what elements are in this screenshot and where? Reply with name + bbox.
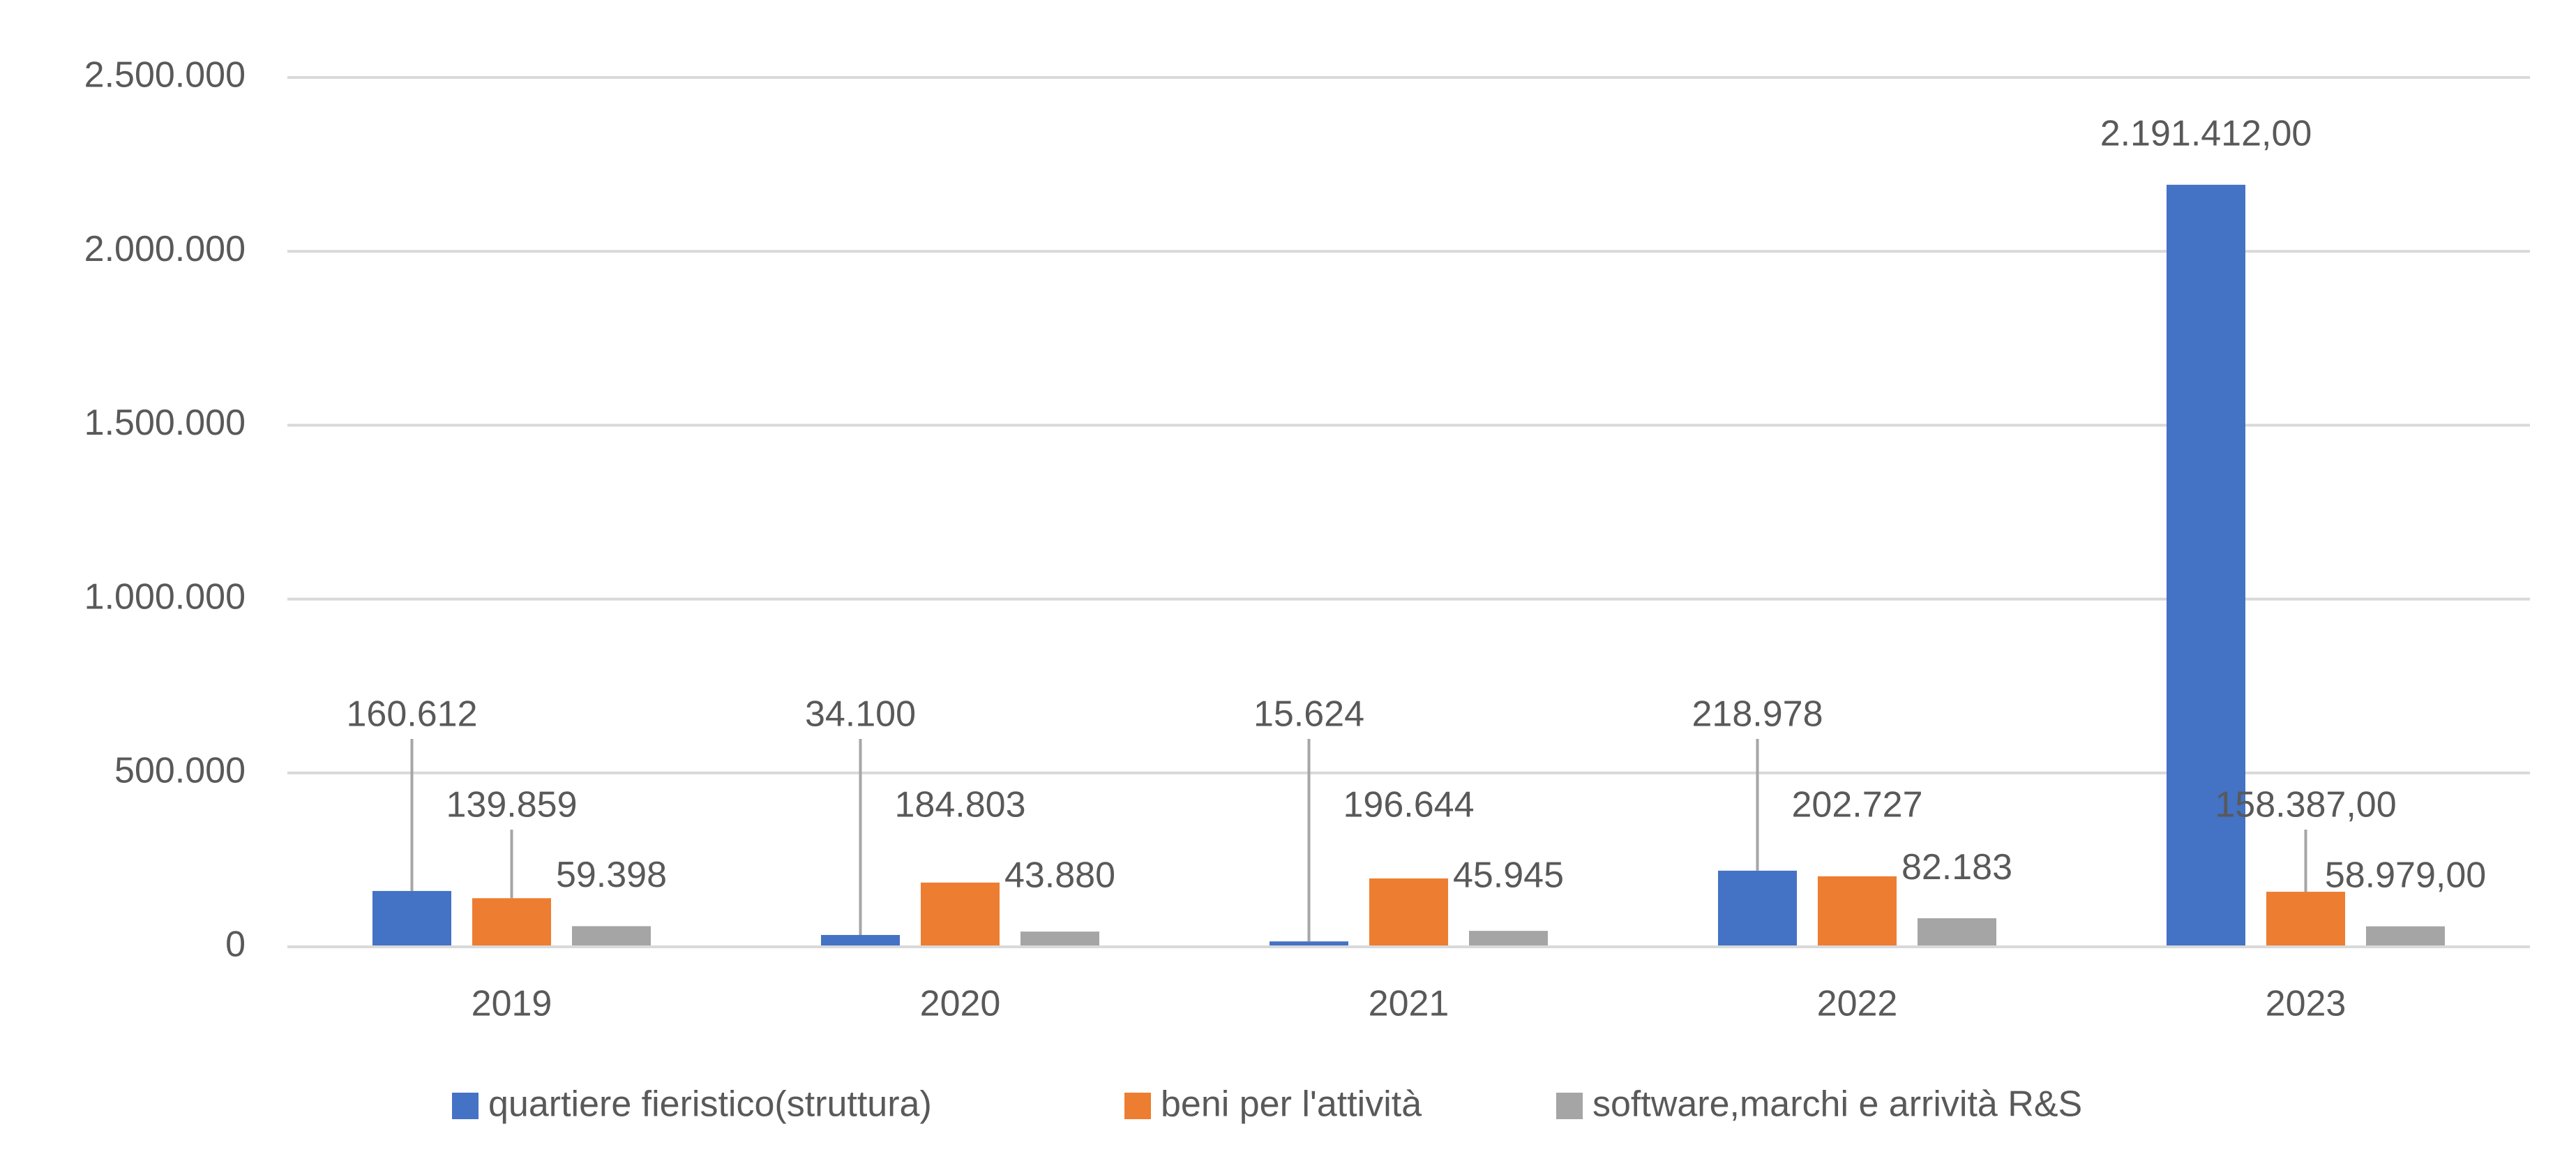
legend-label: quartiere fieristico(struttura) [488,1084,932,1125]
bar [1020,931,1099,947]
bar [1369,878,1448,947]
data-label: 34.100 [805,694,916,735]
legend-swatch [452,1093,479,1119]
y-tick-label: 500.000 [114,751,246,791]
data-label: 202.727 [1792,785,1923,825]
y-tick-label: 2.000.000 [84,229,246,269]
legend-label: beni per l'attività [1161,1084,1422,1125]
data-label: 158.387,00 [2215,785,2396,825]
data-label: 82.183 [1901,847,2012,888]
bar [1818,876,1897,947]
bar [1718,870,1797,947]
y-tick-label: 1.000.000 [84,576,246,617]
bar [921,882,1000,947]
data-label: 139.859 [446,785,578,825]
bar [372,890,451,947]
bar [1270,941,1348,947]
x-tick-label: 2019 [472,984,552,1024]
data-label: 45.945 [1453,855,1564,896]
x-tick-label: 2023 [2266,984,2347,1024]
legend-swatch [1556,1093,1583,1119]
bar [1918,918,1996,947]
data-label: 58.979,00 [2325,855,2486,895]
x-tick-label: 2020 [920,984,1001,1024]
bar [572,926,651,947]
bar [472,898,551,947]
bar [2366,926,2445,947]
y-tick-label: 2.500.000 [84,55,246,96]
data-label: 59.398 [556,855,667,895]
y-tick-label: 0 [225,925,246,965]
data-label: 218.978 [1692,694,1823,735]
x-tick-label: 2021 [1369,984,1449,1024]
bar [2167,184,2245,947]
data-label: 43.880 [1004,855,1115,896]
bar [1469,931,1548,947]
data-label: 184.803 [895,785,1026,825]
data-label: 196.644 [1343,785,1475,825]
data-label: 160.612 [347,694,478,735]
legend-swatch [1124,1093,1151,1119]
bar [2266,892,2345,947]
x-tick-label: 2022 [1817,984,1898,1024]
data-label: 2.191.412,00 [2100,114,2312,154]
data-label: 15.624 [1253,694,1364,735]
y-tick-label: 1.500.000 [84,403,246,443]
bar [821,935,900,947]
legend-label: software,marchi e arrività R&S [1592,1084,2082,1125]
